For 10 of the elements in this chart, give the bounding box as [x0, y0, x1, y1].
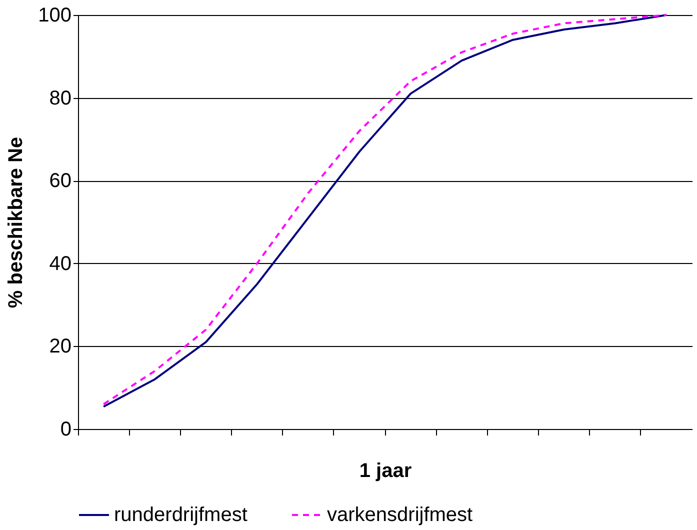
- x-axis-title: 1 jaar: [359, 460, 412, 482]
- legend-label: varkensdrijfmest: [327, 504, 474, 526]
- y-tick-label: 80: [49, 87, 72, 110]
- y-tick-label: 20: [49, 336, 72, 358]
- y-tick-label: 40: [49, 252, 72, 275]
- y-axis-title: % beschikbare Ne: [5, 136, 28, 308]
- y-tick-label: 60: [49, 170, 72, 192]
- y-tick-label: 0: [60, 418, 72, 440]
- y-tick-label: 100: [38, 4, 72, 26]
- legend-label: runderdrijfmest: [114, 504, 248, 526]
